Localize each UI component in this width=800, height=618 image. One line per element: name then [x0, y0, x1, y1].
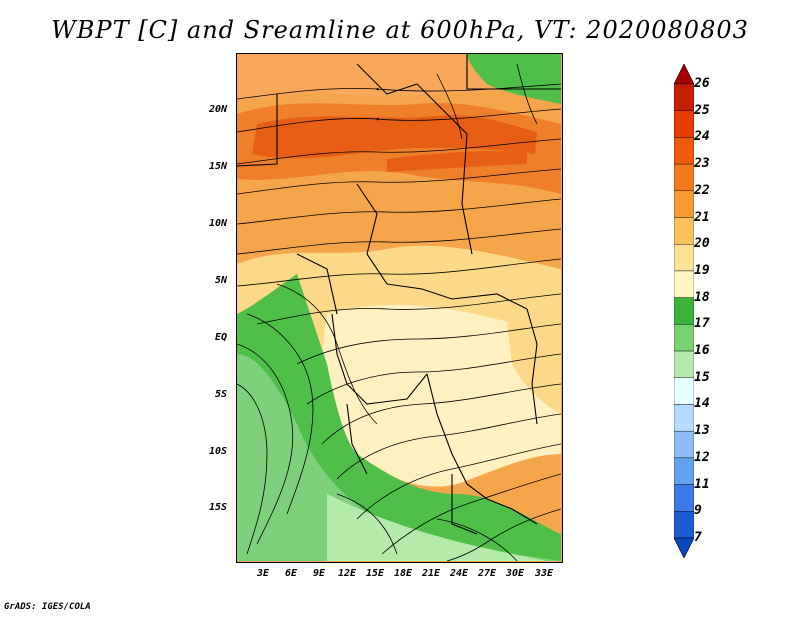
colorbar-label: 19: [694, 262, 710, 278]
lat-label-5s: 5S: [215, 389, 228, 400]
wbpt-field-15: [327, 494, 547, 561]
colorbar-label: 26: [694, 76, 710, 91]
lat-label-15s: 15S: [209, 502, 228, 513]
colorbar-label: 14: [694, 396, 710, 412]
streamlines: [237, 63, 561, 561]
lon-label-12e: 12E: [338, 568, 357, 579]
colorbar-band: [674, 297, 694, 325]
colorbar-band: [674, 270, 694, 298]
lat-label-20n: 20N: [209, 104, 228, 115]
colorbar-label: 13: [694, 423, 710, 439]
lon-label-3e: 3E: [257, 568, 270, 579]
wbpt-field-23-b: [387, 151, 527, 172]
colorbar-band: [674, 217, 694, 245]
lon-label-18e: 18E: [394, 568, 413, 579]
lon-label-27e: 27E: [478, 568, 497, 579]
colorbar-band: [674, 137, 694, 165]
colorbar-label: 15: [694, 369, 710, 385]
colorbar-label: 7: [694, 530, 702, 545]
colorbar-label: 23: [694, 156, 710, 172]
lat-label-15n: 15N: [209, 161, 228, 172]
wbpt-field-17-ne: [467, 54, 561, 104]
colorbar-label: 17: [694, 316, 710, 332]
map-panel: [236, 53, 563, 563]
wbpt-field-18: [323, 304, 561, 487]
colorbar-band: [674, 324, 694, 352]
colorbar-arrow-bottom: [674, 537, 694, 558]
colorbar-band: [674, 163, 694, 192]
lat-label-10s: 10S: [209, 446, 228, 457]
colorbar-band: [674, 511, 694, 539]
colorbar-band: [674, 244, 694, 272]
lon-label-9e: 9E: [313, 568, 326, 579]
lat-label-10n: 10N: [209, 218, 228, 229]
colorbar-label: 16: [694, 343, 710, 359]
lon-label-24e: 24E: [450, 568, 469, 579]
colorbar-band: [674, 404, 694, 432]
lon-label-15e: 15E: [366, 568, 385, 579]
lon-label-6e: 6E: [285, 568, 298, 579]
lat-label-eq: EQ: [215, 332, 228, 343]
colorbar: [674, 64, 694, 558]
colorbar-label: 25: [694, 102, 710, 118]
chart-title: WBPT [C] and Sreamline at 600hPa, VT: 20…: [51, 16, 749, 44]
colorbar-band: [674, 350, 694, 378]
wbpt-streamline-map: [237, 54, 561, 561]
lon-label-21e: 21E: [422, 568, 441, 579]
colorbar-band: [674, 430, 694, 459]
lat-label-5n: 5N: [215, 275, 228, 286]
colorbar-label: 11: [694, 476, 710, 492]
country-borders: [237, 54, 561, 535]
colorbar-band: [674, 457, 694, 485]
colorbar-label: 9: [694, 503, 702, 519]
colorbar-label: 24: [694, 129, 710, 145]
colorbar-band: [674, 110, 694, 138]
wbpt-field-16: [237, 354, 561, 561]
colorbar-band: [674, 190, 694, 218]
colorbar-band: [674, 83, 694, 111]
grads-footer: GrADS: IGES/COLA: [4, 602, 91, 612]
colorbar-label: 12: [694, 449, 710, 465]
colorbar-label: 22: [694, 182, 710, 198]
colorbar-label: 21: [694, 209, 710, 225]
colorbar-arrow-top: [674, 64, 694, 85]
colorbar-band: [674, 484, 694, 512]
colorbar-band: [674, 377, 694, 405]
colorbar-label: 20: [694, 236, 710, 252]
colorbar-label: 18: [694, 289, 710, 305]
lon-label-33e: 33E: [535, 568, 554, 579]
lon-label-30e: 30E: [506, 568, 525, 579]
